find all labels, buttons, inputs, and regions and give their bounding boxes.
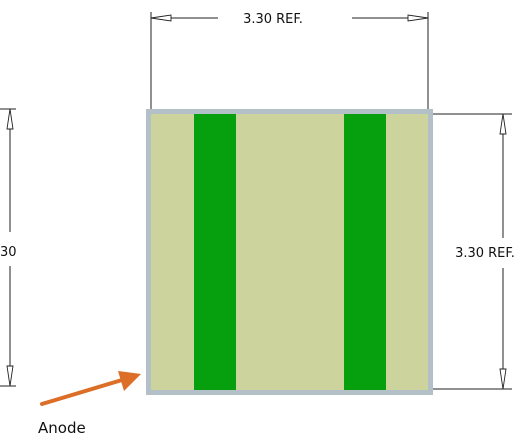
anode-label: Anode bbox=[38, 419, 86, 437]
package bbox=[146, 109, 433, 395]
callout-arrow-shaft bbox=[40, 378, 124, 406]
top-width-dimension: 3.30 REF. bbox=[150, 12, 429, 109]
left-height-label: 30 bbox=[0, 245, 17, 260]
arrowhead-top bbox=[499, 113, 507, 135]
top-width-label: 3.30 REF. bbox=[243, 12, 303, 27]
anode-callout: Anode bbox=[38, 371, 141, 437]
right-height-label: 3.30 REF. bbox=[455, 246, 515, 261]
left-height-dimension: 30 bbox=[0, 108, 17, 387]
package-body bbox=[151, 114, 428, 390]
arrowhead-left bbox=[150, 14, 172, 22]
pad-left bbox=[194, 114, 236, 390]
arrowhead-right bbox=[407, 14, 429, 22]
arrowhead-left-bottom bbox=[6, 365, 14, 387]
callout-arrowhead bbox=[118, 371, 141, 391]
arrowhead-bottom bbox=[499, 368, 507, 390]
arrowhead-left-top bbox=[6, 108, 14, 130]
pad-right bbox=[344, 114, 386, 390]
right-height-dimension: 3.30 REF. bbox=[433, 113, 515, 390]
